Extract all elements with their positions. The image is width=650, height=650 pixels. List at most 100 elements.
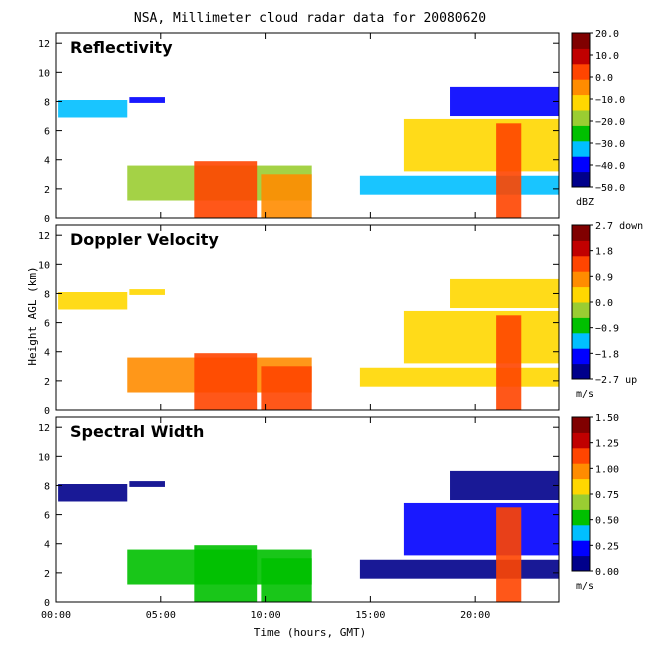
cloud-layer [129,481,165,487]
colorbar-segment [572,79,590,96]
cloud-layer [58,484,128,502]
colorbar-segment [572,33,590,49]
chart-title: NSA, Millimeter cloud radar data for 200… [134,11,486,26]
cloud-layer [129,289,165,295]
y-tick-label: 0 [44,406,50,417]
y-tick-label: 2 [44,377,50,388]
colorbar-tick-label: 0.00 [595,567,619,578]
cloud-layer [261,174,312,218]
colorbar-segment [572,271,590,288]
colorbar-tick-label: −30.0 [595,139,625,150]
cloud-layer [194,545,258,602]
colorbar-tick-label: 0.9 [595,272,613,283]
colorbar-segment [572,317,590,334]
y-tick-label: 10 [38,68,50,79]
x-tick-label: 00:00 [41,610,71,621]
panel-title: Spectral Width [70,422,204,441]
panel-title: Doppler Velocity [70,230,219,249]
colorbar-segment [572,363,590,380]
colorbar-segment [572,509,590,526]
cloud-layer [58,292,128,310]
cloud-layer [450,470,559,501]
y-tick-label: 6 [44,127,50,138]
y-tick-label: 8 [44,289,50,300]
colorbar-tick-label: −1.8 [595,349,619,360]
x-tick-label: 05:00 [146,610,176,621]
colorbar-tick-label: 0.25 [595,541,619,552]
colorbar-tick-label: 1.25 [595,439,619,450]
colorbar-tick-label: 0.75 [595,490,619,501]
colorbar-segment [572,255,590,272]
colorbar-segment [572,171,590,188]
colorbar-segment [572,156,590,173]
colorbar-tick-label: 10.0 [595,51,619,62]
plot-frame [55,416,560,603]
colorbar-tick-label: −50.0 [595,183,625,194]
cloud-layer [403,118,559,172]
x-tick-label: 20:00 [460,610,490,621]
cloud-layer [403,310,559,364]
colorbar-segment [572,432,590,449]
cloud-layer [261,558,312,602]
panel-title: Reflectivity [70,38,173,57]
panel-spectral-width: 0 2 4 6 8 10 12 00:00 05:00 10:00 15:00 20:00 Spectr… [38,413,619,621]
colorbar-segment [572,94,590,111]
colorbar-segment [572,494,590,510]
colorbar-segment [572,225,590,241]
colorbar-segment [572,286,590,303]
cloud-layer [359,367,559,387]
y-tick-label: 10 [38,452,50,463]
y-tick-label: 0 [44,598,50,609]
colorbar-tick-label: −20.0 [595,117,625,128]
colorbar-segment [572,240,590,257]
colorbar-tick-label: 0.0 [595,298,613,309]
colorbar-segment [572,332,590,349]
y-tick-label: 10 [38,260,50,271]
cloud-layer [129,97,165,103]
colorbar-tick-label: −40.0 [595,161,625,172]
colorbar-unit: m/s [576,581,594,592]
y-axis-label: Height AGL (km) [26,266,39,365]
x-tick-label: 15:00 [355,610,385,621]
colorbar-segment [572,524,590,541]
cloud-layer [58,100,128,118]
colorbar-segment [572,417,590,433]
colorbar-segment [572,540,590,557]
cloud-layer [403,502,559,556]
cloud-layer [194,353,258,410]
colorbar-tick-label: −10.0 [595,95,625,106]
y-tick-label: 6 [44,319,50,330]
colorbar-tick-label: 0.50 [595,516,619,527]
cloud-layer [496,507,522,602]
colorbar-segment [572,348,590,365]
y-tick-label: 4 [44,156,50,167]
panel-doppler-velocity: 0 2 4 6 8 10 12 Doppler Velocity 2.7 down 1.8 0.9 0… [38,221,643,417]
colorbar-segment [572,48,590,65]
colorbar-segment [572,478,590,495]
colorbar-segment [572,125,590,142]
y-tick-label: 12 [38,423,50,434]
y-tick-label: 4 [44,348,50,359]
panel-reflectivity: 0 2 4 6 8 10 12 Reflectivity 20.0 10.0 0.0 −10.0 −20… [38,29,625,225]
plot-frame [55,224,560,411]
y-tick-label: 8 [44,97,50,108]
y-tick-label: 12 [38,39,50,50]
y-tick-label: 2 [44,569,50,580]
cloud-layer [261,366,312,410]
cloud-layer [194,161,258,218]
y-tick-label: 0 [44,214,50,225]
cloud-layer [359,175,559,195]
colorbar-segment [572,447,590,464]
y-tick-label: 2 [44,185,50,196]
y-tick-label: 8 [44,481,50,492]
colorbar-segment [572,302,590,318]
y-tick-label: 12 [38,231,50,242]
x-axis-label: Time (hours, GMT) [254,626,367,639]
colorbar-segment [572,63,590,80]
y-tick-label: 6 [44,511,50,522]
colorbar-segment [572,555,590,572]
cloud-layer [496,315,522,410]
cloud-layer [359,559,559,579]
y-tick-label: 4 [44,540,50,551]
